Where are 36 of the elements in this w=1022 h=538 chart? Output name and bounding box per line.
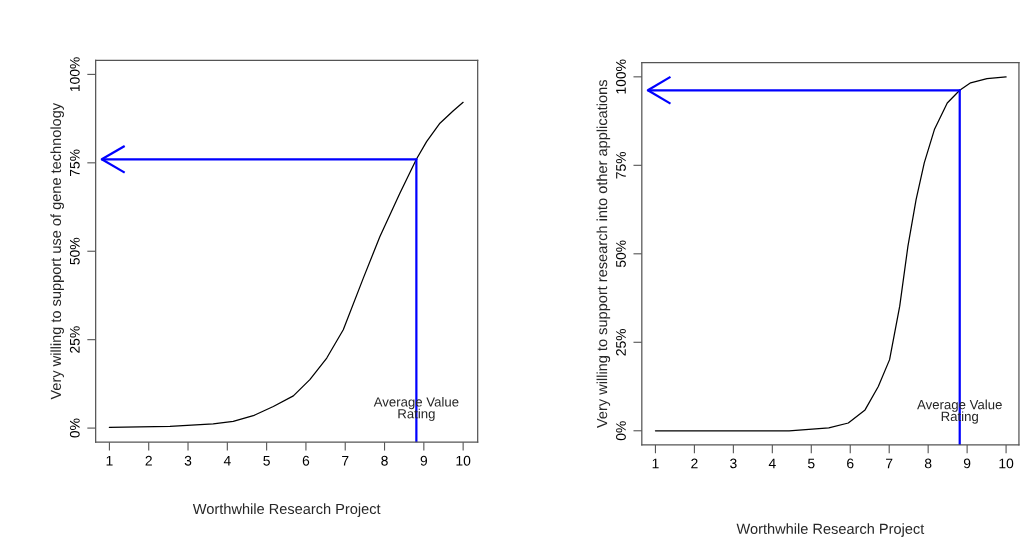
y-tick-label: 75%	[69, 149, 80, 177]
x-tick-label: 1	[652, 458, 659, 469]
y-tick-label: 100%	[616, 59, 626, 94]
line-series	[108, 101, 464, 429]
x-tick-label: 4	[223, 455, 231, 466]
y-axis-title: Very willing to support research into other applications	[596, 80, 611, 429]
x-axis-title: Worthwhile Research Project	[736, 523, 925, 537]
x-tick-label: 10	[999, 458, 1014, 469]
x-tick-label: 3	[184, 455, 192, 466]
x-tick-label: 8	[381, 455, 388, 466]
y-tick-label: 0%	[616, 421, 626, 441]
x-tick-label: 5	[263, 455, 270, 466]
x-tick-label: 2	[145, 455, 152, 466]
y-tick-label: 75%	[616, 151, 626, 179]
y-tick-label: 100%	[69, 57, 80, 92]
x-tick-label: 1	[106, 455, 113, 466]
y-axis-title: Very willing to support use of gene technology	[50, 102, 64, 400]
x-tick-label: 2	[691, 458, 698, 469]
line-series	[654, 76, 1007, 432]
x-axis-title: Worthwhile Research Project	[192, 503, 381, 517]
y-tick-label: 25%	[616, 328, 626, 356]
y-tick-label: 0%	[69, 418, 80, 438]
x-tick-label: 5	[807, 458, 815, 469]
x-tick-label: 9	[420, 455, 428, 466]
y-tick-label: 50%	[616, 240, 626, 268]
x-tick-label: 7	[342, 455, 349, 466]
x-tick-label: 8	[924, 458, 932, 469]
x-tick-label: 6	[302, 455, 310, 466]
x-tick-label: 7	[886, 458, 893, 469]
x-tick-label: 10	[456, 455, 471, 466]
x-tick-label: 3	[730, 458, 737, 469]
x-tick-label: 6	[847, 458, 854, 469]
x-tick-label: 9	[963, 458, 971, 469]
x-tick-label: 4	[768, 458, 776, 469]
y-tick-label: 50%	[69, 237, 80, 265]
y-tick-label: 25%	[69, 326, 80, 353]
